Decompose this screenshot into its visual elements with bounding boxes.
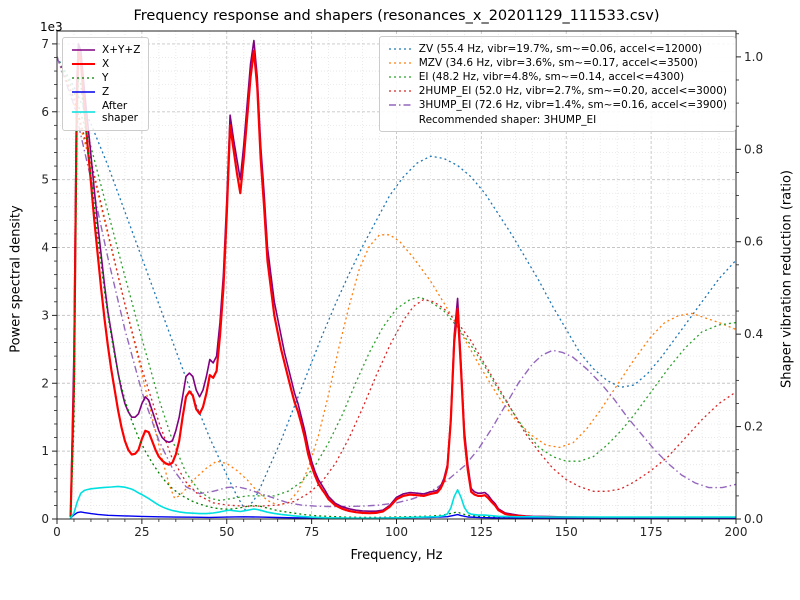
- x-tick-label: 50: [219, 525, 234, 539]
- y-left-tick-label: 6: [41, 105, 49, 119]
- legend-entry-3HUMP_EI: 3HUMP_EI (72.6 Hz, vibr=1.4%, sm~=0.16, …: [388, 99, 727, 111]
- legend-psd: X+Y+Z X Y Z After shaper: [62, 37, 150, 132]
- legend-swatch-After-shaper: [72, 111, 95, 114]
- legend-swatch-2HUMP_EI: [388, 90, 412, 92]
- y-right-tick-label: 0.0: [744, 512, 763, 526]
- x-tick-label: 125: [470, 525, 493, 539]
- legend-swatch-MZV: [388, 62, 412, 64]
- x-tick-label: 200: [725, 525, 748, 539]
- legend-entry-label: EI (48.2 Hz, vibr=4.8%, sm~=0.14, accel<…: [418, 71, 685, 84]
- legend-entry-label: MZV (34.6 Hz, vibr=3.6%, sm~=0.17, accel…: [418, 57, 698, 70]
- legend-entry-EI: EI (48.2 Hz, vibr=4.8%, sm~=0.14, accel<…: [388, 71, 727, 83]
- y-left-tick-label: 4: [41, 241, 49, 255]
- series-2HUMP_EI-line: [57, 56, 736, 507]
- legend-entry-Y: Y: [71, 72, 140, 84]
- y-left-tick-label: 3: [41, 308, 49, 322]
- legend-entry-Z: Z: [71, 86, 140, 98]
- y-left-tick-label: 0: [41, 512, 49, 526]
- series-X-line: [69, 49, 736, 519]
- y-left-tick-label: 2: [41, 376, 49, 390]
- legend-entry-label: After shaper: [102, 100, 139, 125]
- y-axis-offset-label: 1e3: [40, 20, 63, 34]
- legend-entry-label: 3HUMP_EI (72.6 Hz, vibr=1.4%, sm~=0.16, …: [418, 99, 727, 112]
- series-ZV-line: [57, 56, 736, 511]
- legend-recommended-note: Recommended shaper: 3HUMP_EI: [418, 114, 597, 127]
- x-tick-label: 100: [385, 525, 408, 539]
- series-Y-line: [69, 77, 736, 519]
- legend-swatch-Z: [72, 91, 95, 93]
- legend-shapers: ZV (55.4 Hz, vibr=19.7%, sm~=0.06, accel…: [378, 36, 736, 133]
- legend-entry-label: 2HUMP_EI (52.0 Hz, vibr=2.7%, sm~=0.20, …: [418, 85, 727, 98]
- y-right-tick-label: 0.4: [744, 327, 763, 341]
- legend-entry-After-shaper: After shaper: [71, 100, 140, 124]
- legend-swatch-ZV: [388, 48, 412, 50]
- legend-swatch-X: [72, 63, 95, 66]
- legend-entry-MZV: MZV (34.6 Hz, vibr=3.6%, sm~=0.17, accel…: [388, 57, 727, 69]
- x-tick-label: 150: [555, 525, 578, 539]
- legend-entry-X+Y+Z: X+Y+Z: [71, 44, 140, 56]
- legend-entry-X: X: [71, 58, 140, 70]
- legend-entry-label: X: [102, 58, 110, 71]
- y-right-tick-label: 0.8: [744, 142, 763, 156]
- legend-entry-label: Z: [102, 86, 110, 99]
- y-left-tick-label: 1: [41, 444, 49, 458]
- x-tick-label: 0: [53, 525, 61, 539]
- series-3HUMP_EI-line: [57, 56, 736, 508]
- legend-entry-label: ZV (55.4 Hz, vibr=19.7%, sm~=0.06, accel…: [418, 43, 703, 55]
- x-tick-label: 25: [134, 525, 149, 539]
- legend-entry-label: X+Y+Z: [102, 44, 141, 56]
- series-EI-line: [57, 56, 736, 502]
- y-right-tick-label: 1.0: [744, 50, 763, 64]
- series-After-shaper-line: [69, 485, 736, 519]
- legend-swatch-EI: [388, 76, 412, 78]
- x-tick-label: 175: [640, 525, 663, 539]
- legend-swatch-X+Y+Z: [72, 49, 95, 51]
- legend-swatch-Y: [72, 77, 95, 79]
- legend-entry-ZV: ZV (55.4 Hz, vibr=19.7%, sm~=0.06, accel…: [388, 43, 727, 55]
- x-axis-label: Frequency, Hz: [350, 548, 443, 563]
- y-right-tick-label: 0.2: [744, 420, 763, 434]
- legend-entry-label: Y: [102, 72, 109, 85]
- legend-swatch-3HUMP_EI: [388, 104, 412, 106]
- y-axis-right-label: Shaper vibration reduction (ratio): [779, 170, 795, 388]
- x-tick-label: 75: [304, 525, 319, 539]
- series-Z-line: [69, 511, 736, 519]
- y-left-tick-label: 7: [41, 37, 49, 51]
- chart-title: Frequency response and shapers (resonanc…: [133, 8, 660, 24]
- y-left-tick-label: 5: [41, 173, 49, 187]
- y-right-tick-label: 0.6: [744, 235, 763, 249]
- y-axis-left-label: Power spectral density: [8, 205, 24, 353]
- legend-entry-2HUMP_EI: 2HUMP_EI (52.0 Hz, vibr=2.7%, sm~=0.20, …: [388, 85, 727, 97]
